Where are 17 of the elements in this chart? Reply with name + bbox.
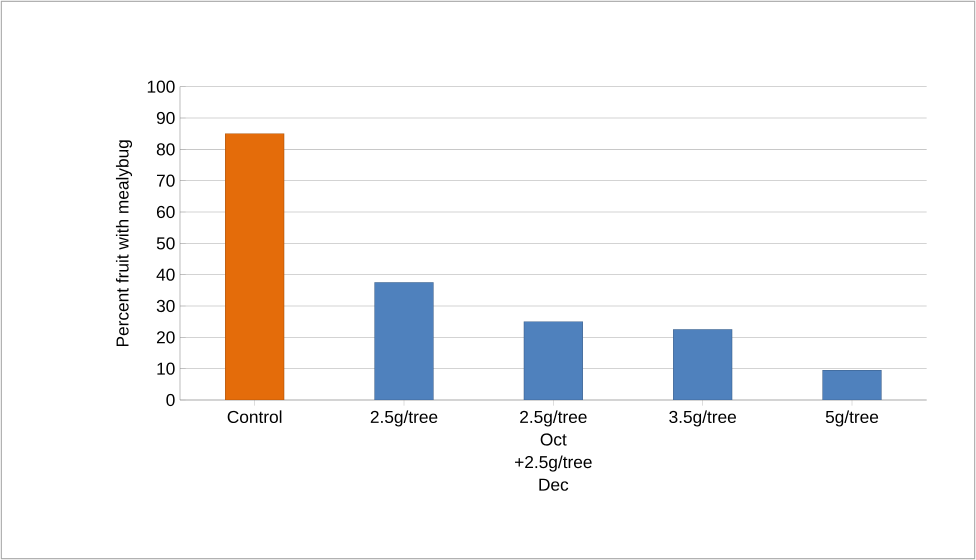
y-tick-label: 20	[156, 331, 175, 344]
x-tick-label: 5g/tree	[826, 410, 878, 426]
y-tick-label: 10	[157, 362, 175, 375]
y-tick-label: 60	[156, 206, 175, 218]
y-tick-label: 40	[156, 268, 175, 281]
y-tick-label: 100	[148, 80, 175, 93]
y-tick-label: 80	[156, 143, 175, 156]
y-tick-label: 70	[156, 174, 175, 187]
x-tick-label: Control	[228, 410, 282, 424]
y-tick-label: 30	[156, 300, 175, 312]
x-tick-label: 2.5g/tree	[370, 410, 438, 426]
x-tick-label: 3.5g/tree	[669, 410, 736, 426]
y-tick-label: 50	[156, 237, 175, 250]
y-axis-title: Percent fruit with mealybug	[116, 140, 132, 346]
x-tick-label: 2.5g/tree Oct +2.5g/tree Dec	[515, 410, 592, 491]
y-tick-label: 90	[156, 112, 175, 124]
y-tick-label: 0	[166, 394, 175, 406]
